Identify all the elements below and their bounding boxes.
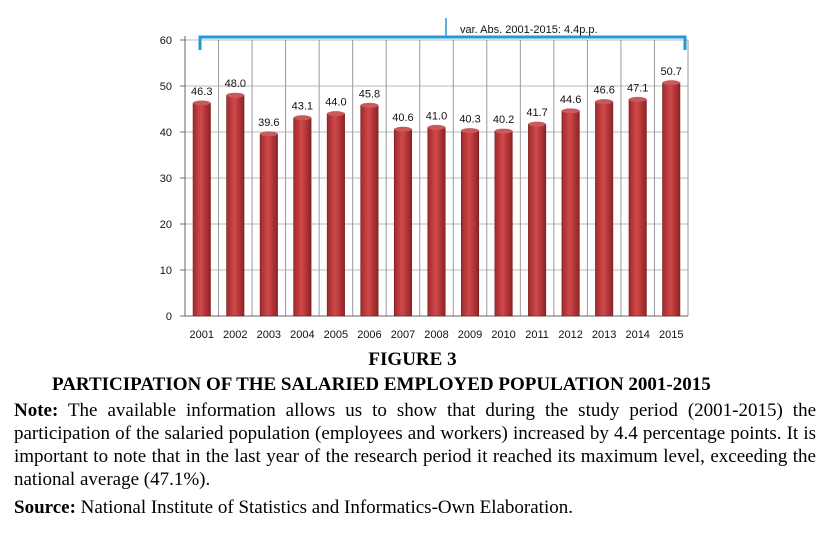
- annotation-text: var. Abs. 2001-2015: 4.4p.p.: [460, 24, 598, 36]
- data-label: 40.3: [459, 114, 480, 126]
- note-text: The available information allows us to s…: [14, 400, 816, 490]
- source-line: Source: National Institute of Statistics…: [14, 497, 573, 519]
- y-tick-label: 0: [166, 311, 172, 323]
- data-label: 46.3: [191, 86, 212, 98]
- bar-top: [461, 128, 479, 134]
- bar: [494, 130, 513, 317]
- data-label: 44.6: [560, 94, 581, 106]
- figure-number: FIGURE 3: [368, 349, 457, 370]
- bar-top: [360, 102, 379, 108]
- source-label: Source:: [14, 497, 76, 518]
- x-tick-label: 2006: [357, 329, 381, 341]
- x-tick-label: 2011: [525, 329, 549, 341]
- x-tick-label: 2001: [190, 329, 214, 341]
- bar-top: [260, 131, 278, 137]
- annotation: var. Abs. 2001-2015: 4.4p.p.: [198, 18, 687, 50]
- x-tick-label: 2004: [290, 329, 314, 341]
- x-tick-label: 2013: [592, 329, 616, 341]
- y-tick-label: 50: [160, 81, 172, 93]
- data-label: 48.0: [225, 78, 246, 90]
- source-text: National Institute of Statistics and Inf…: [75, 497, 573, 518]
- x-tick-label: 2003: [257, 329, 281, 341]
- x-tick-label: 2012: [558, 329, 582, 341]
- note-paragraph: Note: The available information allows u…: [14, 399, 816, 491]
- bar: [393, 128, 412, 317]
- bar: [561, 110, 580, 317]
- x-tick-label: 2015: [659, 329, 683, 341]
- data-label: 40.6: [392, 112, 413, 124]
- gridlines: [184, 39, 689, 316]
- annotation-bracket: [198, 35, 687, 50]
- y-tick-label: 60: [160, 35, 172, 47]
- x-tick-label: 2010: [491, 329, 515, 341]
- x-tick-label: 2007: [391, 329, 415, 341]
- bar-top: [293, 115, 312, 121]
- bar: [192, 102, 211, 317]
- data-labels: 46.3 48.0 39.6 43.1 44.0 45.8 40.6 41.0 40.3 40.2…: [191, 66, 682, 129]
- data-label: 44.0: [325, 97, 346, 109]
- bar-top: [528, 121, 546, 127]
- bar-top: [327, 111, 345, 117]
- bar-top: [595, 99, 613, 105]
- bar-top: [427, 124, 446, 130]
- note-label: Note:: [14, 400, 59, 421]
- y-tick-label: 10: [160, 265, 172, 277]
- bar: [326, 113, 345, 317]
- bar: [259, 133, 278, 317]
- data-label: 50.7: [661, 66, 682, 78]
- data-label: 43.1: [292, 101, 313, 113]
- data-label: 45.8: [359, 88, 380, 100]
- data-label: 41.0: [426, 110, 447, 122]
- bar-top: [394, 126, 412, 132]
- bar: [360, 105, 379, 317]
- bar: [293, 117, 312, 317]
- bar-top: [628, 96, 647, 102]
- y-tick-label: 20: [160, 219, 172, 231]
- data-label: 40.2: [493, 114, 514, 126]
- bar-top: [193, 100, 211, 106]
- bar: [662, 82, 681, 317]
- bar: [427, 127, 446, 317]
- bar-chart: 0 10 20 30 40 50 60 2001 2002 2003 2004 2005 2006 200…: [160, 18, 689, 341]
- bar: [461, 130, 480, 317]
- bar-top: [226, 92, 245, 98]
- bars: [192, 80, 681, 317]
- bar: [528, 123, 547, 317]
- x-tick-label: 2005: [324, 329, 348, 341]
- data-label: 39.6: [258, 117, 279, 129]
- y-tick-label: 30: [160, 173, 172, 185]
- y-tick-label: 40: [160, 127, 172, 139]
- data-label: 41.7: [526, 107, 547, 119]
- x-tick-label: 2002: [223, 329, 247, 341]
- data-label: 47.1: [627, 82, 648, 94]
- bar-top: [561, 108, 580, 114]
- bar-top: [662, 80, 680, 86]
- figure-title: PARTICIPATION OF THE SALARIED EMPLOYED P…: [52, 374, 711, 395]
- bar: [595, 101, 614, 317]
- bar: [226, 94, 245, 317]
- x-tick-label: 2008: [424, 329, 448, 341]
- bar-top: [494, 128, 513, 134]
- data-label: 46.6: [593, 85, 614, 97]
- x-tick-label: 2014: [625, 329, 649, 341]
- bar: [628, 99, 647, 317]
- x-tick-label: 2009: [458, 329, 482, 341]
